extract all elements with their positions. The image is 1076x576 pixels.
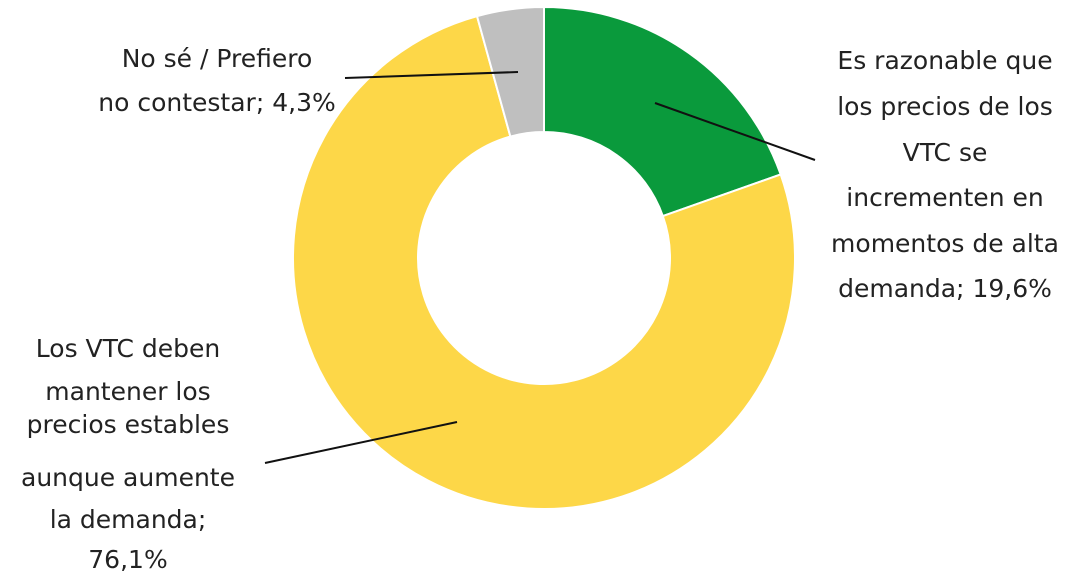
- label-line: los precios de los: [837, 92, 1053, 121]
- donut-slice: [543, 5, 782, 218]
- slices: [292, 5, 796, 510]
- leader-line: [344, 71, 519, 79]
- leader-line: [264, 421, 458, 464]
- label-line: No sé / Prefiero: [122, 44, 313, 73]
- slice-value-label: 76,1%: [88, 545, 167, 574]
- slice-label: Es razonable que los precios de los VTC se…: [831, 46, 1059, 258]
- label-line: precios estables: [27, 410, 230, 439]
- slice-label: No sé / Prefiero: [122, 44, 313, 73]
- slice-value-label: 19,6%: [972, 274, 1051, 303]
- label-line: VTC se: [903, 138, 988, 167]
- slice-value-label: 4,3%: [272, 88, 336, 117]
- donut-slice: [292, 14, 796, 510]
- label-line: demanda; 19,6%: [838, 274, 1052, 303]
- leader-line: [654, 102, 816, 161]
- label-line-part: demanda;: [838, 274, 964, 303]
- labels: Es razonable que los precios de los VTC se…: [21, 44, 1059, 574]
- label-line: incrementen en: [846, 183, 1043, 212]
- label-line: Es razonable que: [837, 46, 1052, 75]
- label-line: la demanda;: [50, 505, 207, 534]
- slice-label: Los VTC deben mantener los precios estable…: [21, 334, 235, 534]
- label-line: momentos de alta: [831, 229, 1059, 258]
- label-line: aunque aumente: [21, 463, 235, 492]
- label-line: Los VTC deben: [36, 334, 220, 363]
- label-line: mantener los: [45, 377, 210, 406]
- label-line: no contestar; 4,3%: [98, 88, 336, 117]
- label-line-part: no contestar;: [98, 88, 264, 117]
